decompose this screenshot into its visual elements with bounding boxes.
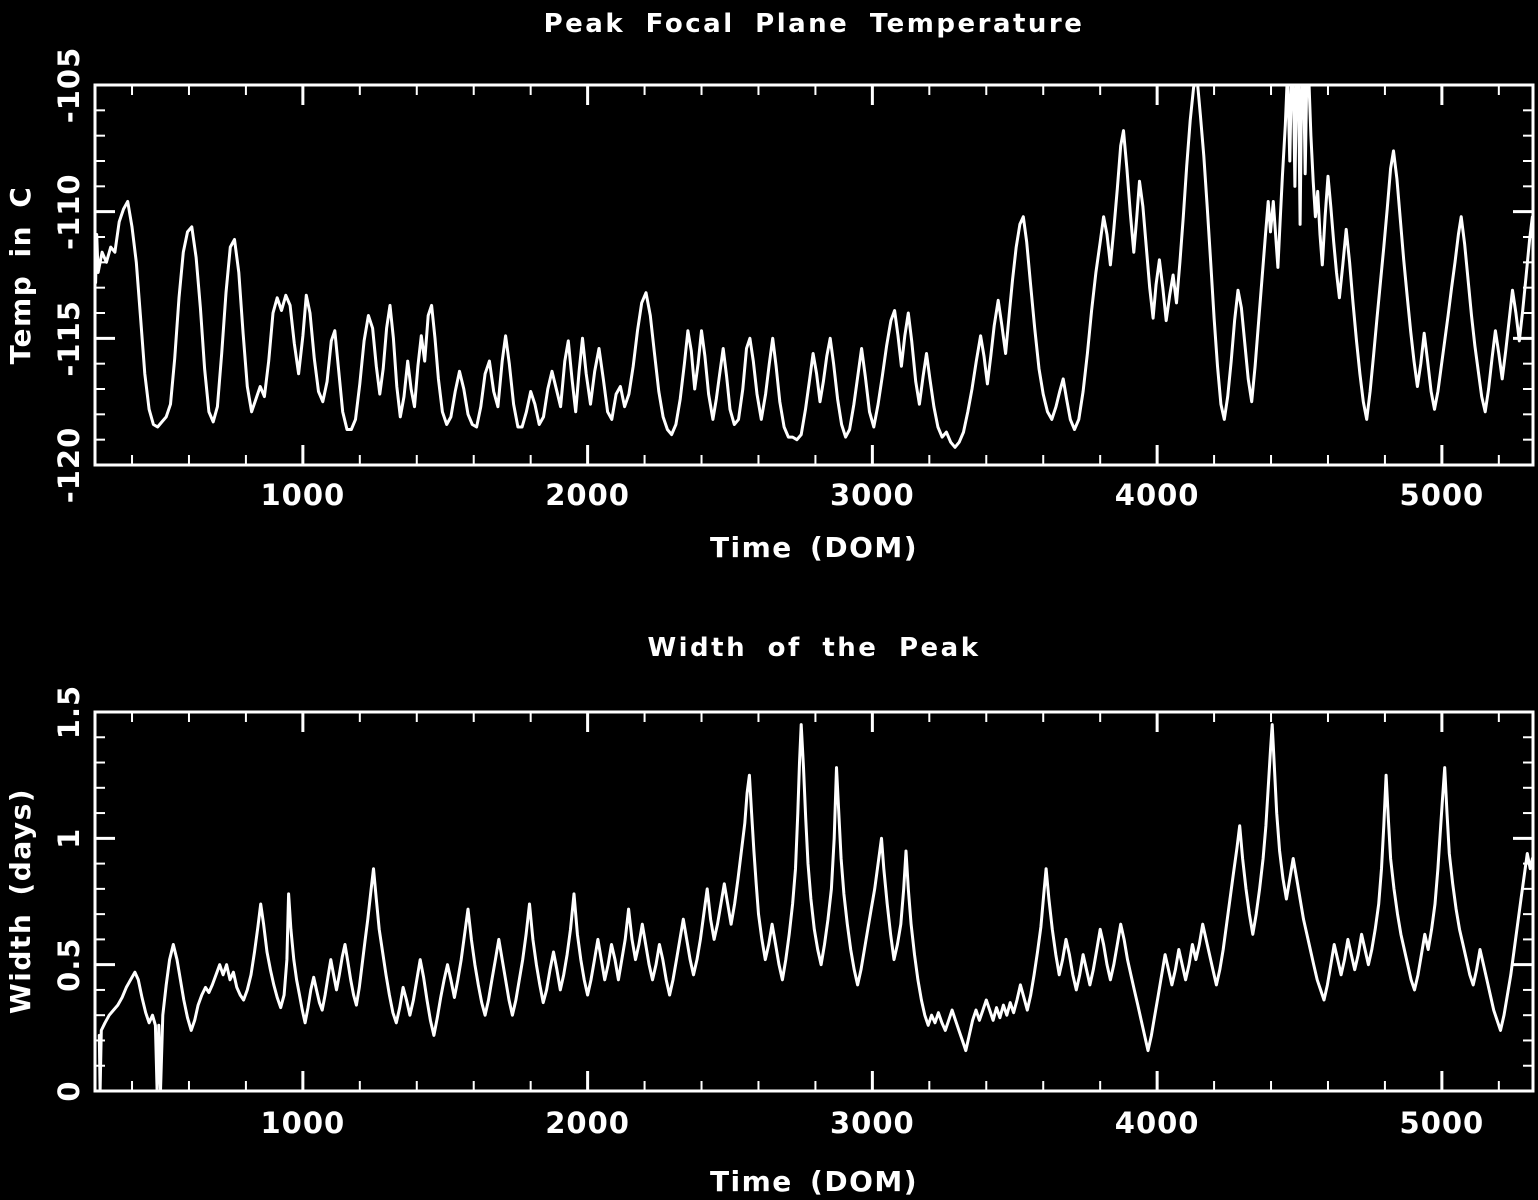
x-tick-label: 2000	[545, 1106, 630, 1140]
x-tick-label: 1000	[261, 1106, 346, 1140]
y-tick-label: -110	[52, 173, 86, 250]
y-tick-label: 1.5	[52, 685, 86, 739]
x-tick-label: 3000	[830, 1106, 915, 1140]
x-tick-label: 2000	[545, 478, 630, 512]
y-tick-label: -120	[52, 427, 86, 504]
x-tick-label: 3000	[830, 478, 915, 512]
top-chart-title: Peak Focal Plane Temperature	[544, 9, 1085, 39]
x-tick-label: 4000	[1115, 1106, 1200, 1140]
x-tick-label: 4000	[1115, 478, 1200, 512]
plot-layer: 1000 2000 3000 4000 5000-120-115-110-1051000…	[52, 47, 1535, 1140]
peak-width-line	[97, 723, 1533, 1091]
y-tick-label: -105	[52, 47, 86, 124]
width-chart: 1000 2000 3000 4000 5000 0 0.5 1 1.5	[52, 685, 1535, 1140]
plot-frame	[93, 710, 1535, 1093]
plot-frame	[93, 83, 1535, 467]
y-tick-label: 0.5	[52, 937, 86, 991]
temperature-chart: 1000 2000 3000 4000 5000 -120 -115 -110 -105	[52, 47, 1535, 512]
bottom-chart-xaxis-title: Time (DOM)	[710, 1165, 918, 1198]
x-tick-label: 1000	[261, 478, 346, 512]
x-tick-label: 5000	[1400, 478, 1485, 512]
y-tick-label: 1	[52, 828, 86, 849]
bottom-chart-yaxis-title: Width (days)	[4, 788, 37, 1014]
y-tick-label: -115	[52, 300, 86, 377]
y-tick-label: 0	[52, 1080, 86, 1101]
bottom-chart-title: Width of the Peak	[647, 633, 980, 663]
top-chart-xaxis-title: Time (DOM)	[710, 531, 918, 564]
x-tick-label: 5000	[1400, 1106, 1485, 1140]
peak-focal-plane-temperature-line	[95, 85, 1533, 449]
top-chart-yaxis-title: Temp in C	[4, 186, 37, 365]
